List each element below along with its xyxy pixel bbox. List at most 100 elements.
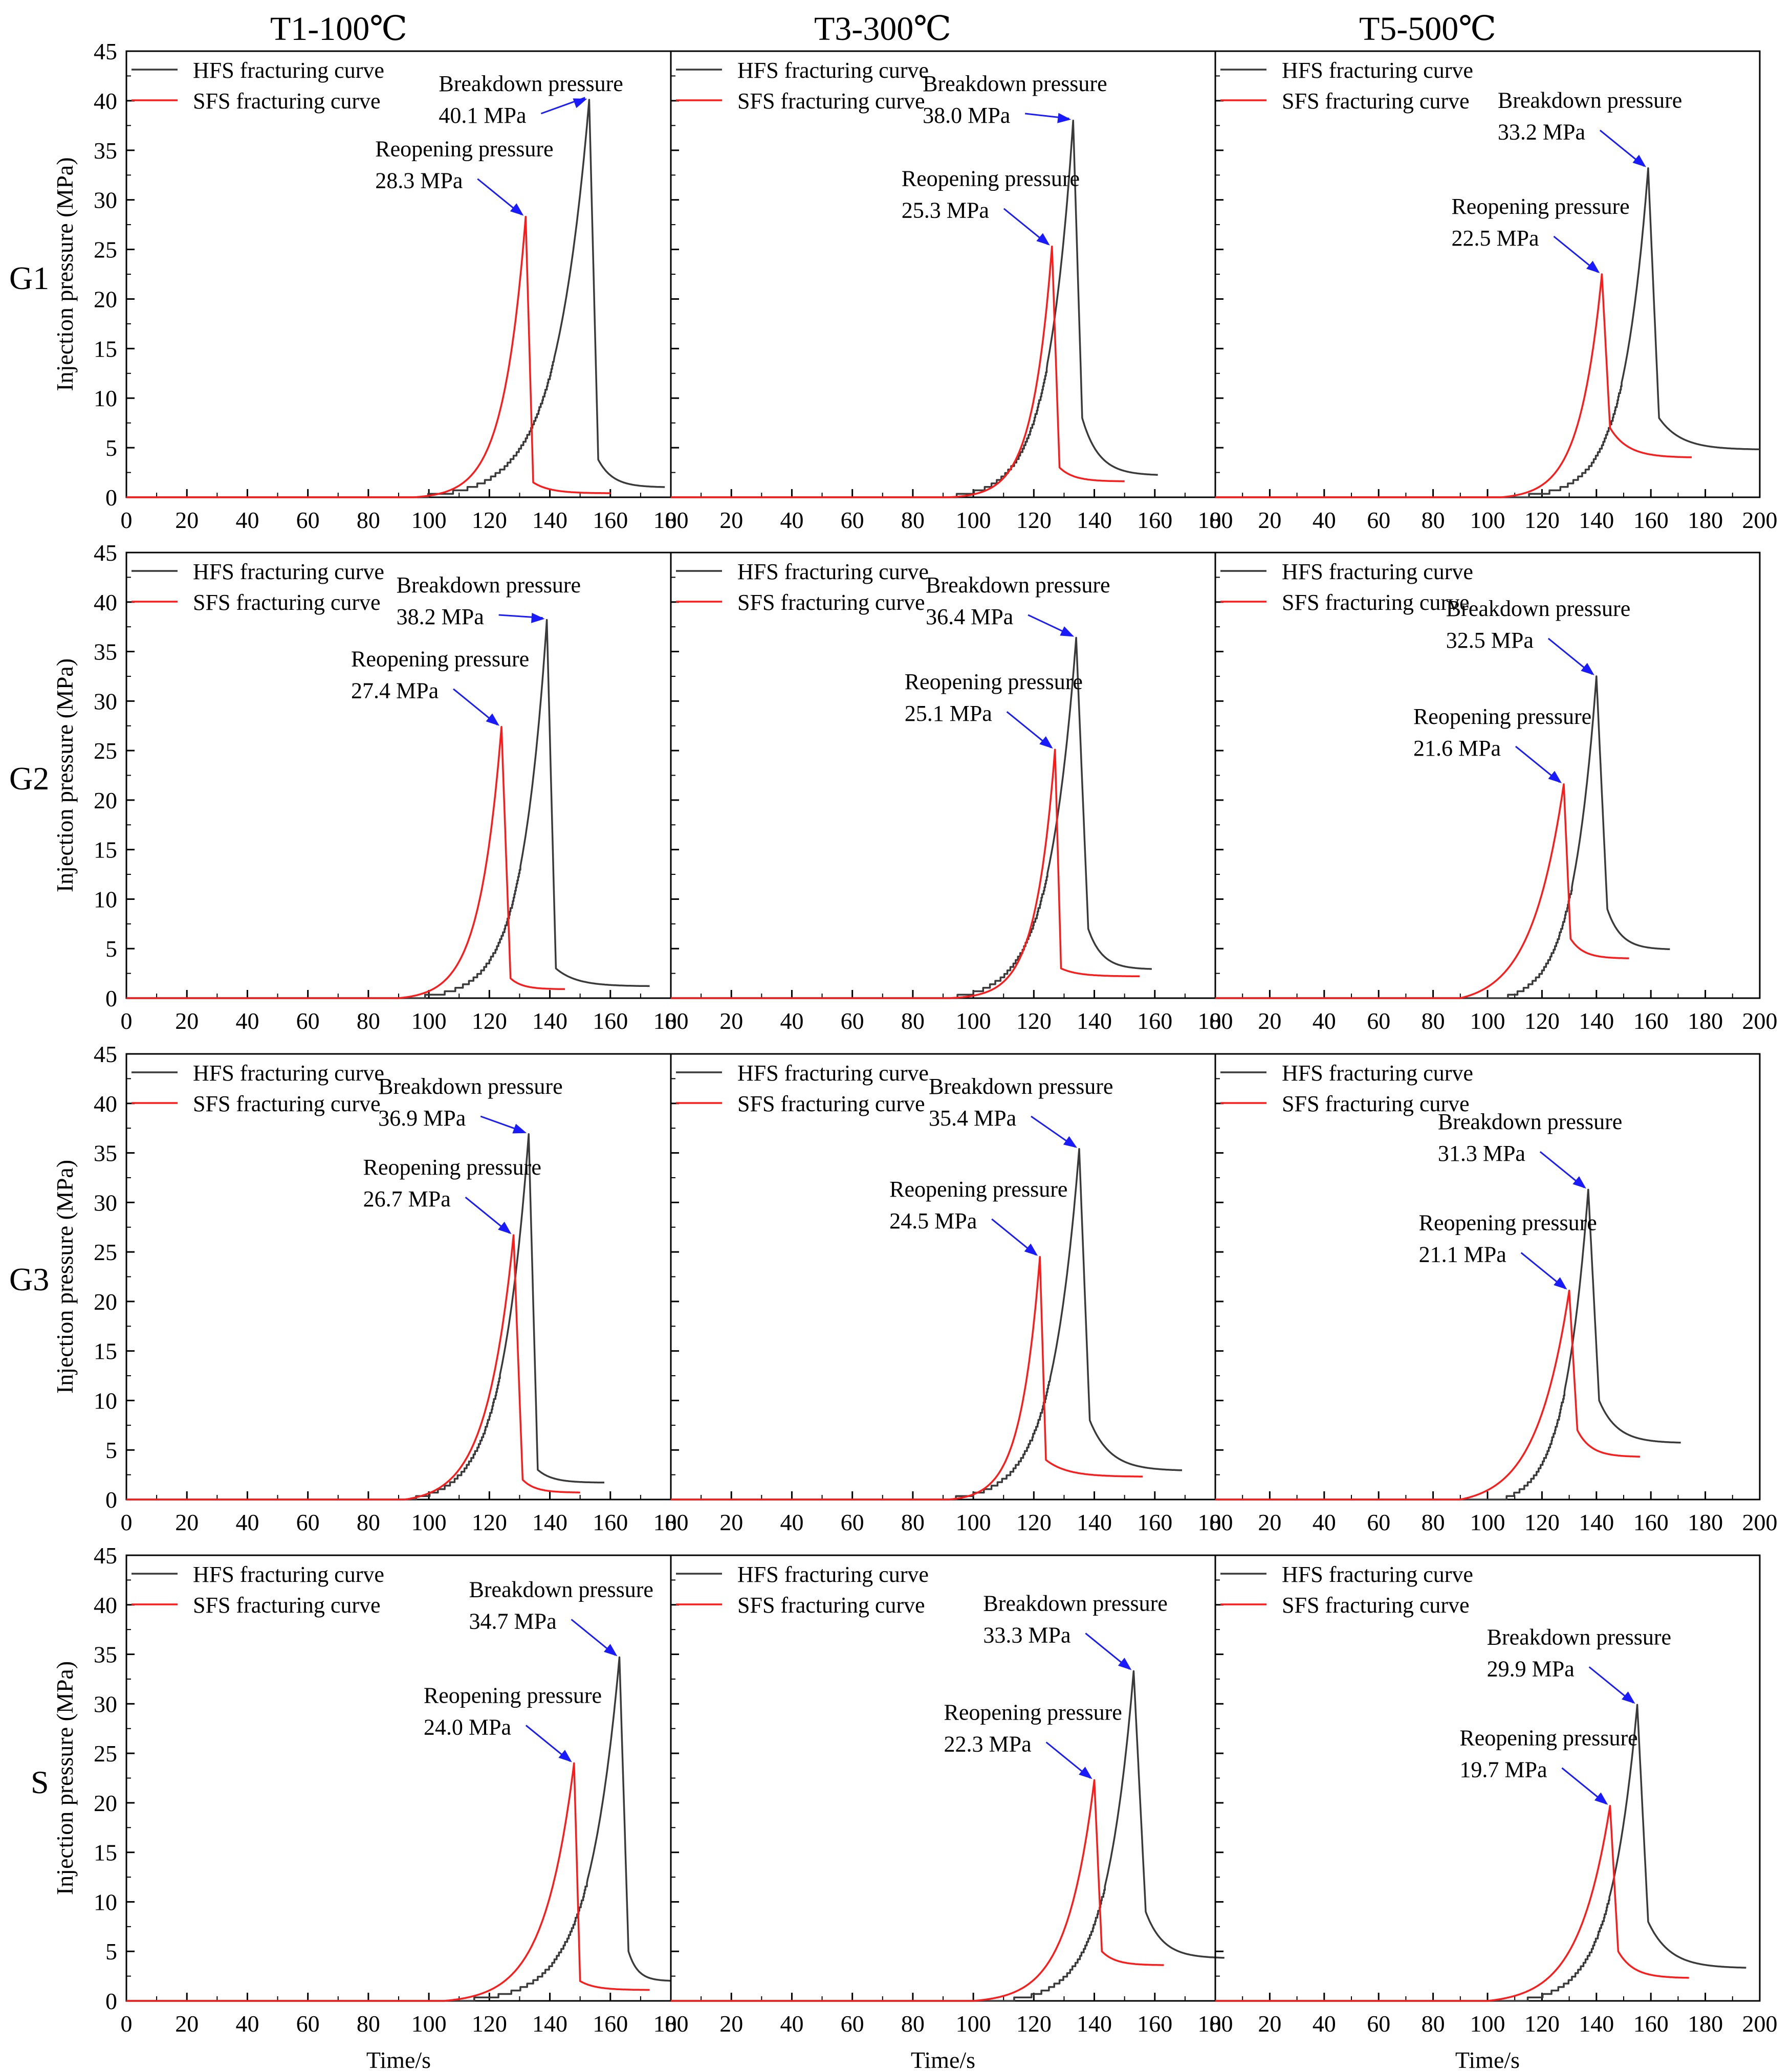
y-tick-label: 10	[94, 886, 117, 912]
legend-sfs-label: SFS fracturing curve	[1282, 1593, 1470, 1618]
x-tick-label: 20	[175, 1509, 199, 1535]
y-tick-label: 40	[94, 1592, 117, 1618]
x-tick-label: 140	[1579, 1509, 1614, 1535]
y-tick-label: 35	[94, 639, 117, 665]
y-tick-label: 25	[94, 237, 117, 263]
y-tick-label: 15	[94, 1338, 117, 1364]
legend-hfs-label: HFS fracturing curve	[1282, 58, 1473, 83]
x-tick-label: 160	[593, 1008, 628, 1034]
breakdown-arrowhead	[1632, 155, 1646, 167]
breakdown-arrowhead	[1572, 1176, 1586, 1189]
x-tick-label: 100	[1470, 507, 1505, 533]
x-tick-label: 180	[1688, 1008, 1723, 1034]
reopening-value: 26.7 MPa	[363, 1186, 451, 1211]
legend-sfs-label: SFS fracturing curve	[1282, 89, 1470, 114]
y-tick-label: 25	[94, 738, 117, 764]
legend-sfs-label: SFS fracturing curve	[737, 590, 925, 615]
sfs-curve	[126, 725, 565, 999]
x-tick-label: 60	[841, 507, 864, 533]
x-tick-label: 100	[411, 1509, 447, 1535]
reopening-arrowhead	[1586, 260, 1600, 273]
y-tick-label: 30	[94, 1189, 117, 1216]
x-tick-label: 20	[719, 1509, 743, 1535]
x-tick-label: 20	[1258, 1008, 1281, 1034]
y-tick-label: 40	[94, 88, 117, 114]
breakdown-arrowhead	[573, 98, 587, 108]
legend-hfs-label: HFS fracturing curve	[193, 559, 384, 584]
reopening-label: Reopening pressure	[1413, 704, 1591, 729]
y-tick-label: 10	[94, 1889, 117, 1915]
x-tick-label: 120	[1524, 507, 1560, 533]
panel-g1-1: 0 5 10 15 20 25 30 35 40 45 0 20 40 60 80 100 120 140 160 1…	[52, 38, 689, 533]
y-tick-label: 40	[94, 1091, 117, 1117]
x-tick-label: 180	[1688, 1509, 1723, 1535]
x-tick-label: 60	[296, 507, 320, 533]
x-tick-label: 180	[1198, 507, 1233, 533]
legend-hfs-label: HFS fracturing curve	[1282, 1061, 1473, 1086]
x-tick-label: 80	[1422, 2011, 1445, 2037]
reopening-label: Reopening pressure	[889, 1177, 1067, 1202]
x-tick-label: 160	[593, 507, 628, 533]
x-tick-label: 120	[472, 507, 507, 533]
legend-sfs-label: SFS fracturing curve	[1282, 590, 1470, 615]
x-tick-label: 40	[780, 2011, 803, 2037]
x-tick-label: 120	[1524, 1509, 1560, 1535]
sfs-curve	[1215, 1289, 1641, 1501]
reopening-arrowhead	[486, 713, 499, 726]
x-tick-label: 60	[296, 1509, 320, 1535]
row-label-3: G3	[9, 1261, 49, 1297]
reopening-value: 24.5 MPa	[889, 1208, 977, 1233]
legend-sfs-label: SFS fracturing curve	[1282, 1091, 1470, 1116]
x-tick-label: 100	[1470, 1509, 1505, 1535]
x-tick-label: 180	[653, 2011, 689, 2037]
x-tick-label: 180	[653, 1509, 689, 1535]
sfs-curve	[1215, 783, 1630, 999]
y-tick-label: 45	[94, 1041, 117, 1067]
breakdown-arrowhead	[1063, 1136, 1077, 1148]
x-tick-label: 80	[1422, 507, 1445, 533]
x-tick-label: 160	[1633, 1008, 1669, 1034]
y-tick-label: 15	[94, 837, 117, 863]
legend-hfs-label: HFS fracturing curve	[737, 1061, 929, 1086]
x-tick-label: 140	[1077, 2011, 1112, 2037]
breakdown-value: 35.4 MPa	[929, 1106, 1016, 1131]
breakdown-value: 40.1 MPa	[439, 103, 526, 128]
x-tick-label: 0	[1210, 1509, 1221, 1535]
reopening-arrowhead	[1079, 1767, 1092, 1779]
x-tick-label: 20	[719, 2011, 743, 2037]
breakdown-value: 34.7 MPa	[469, 1608, 557, 1634]
x-tick-label: 40	[1313, 2011, 1336, 2037]
sfs-curve	[670, 1256, 1143, 1501]
x-tick-label: 120	[1016, 1509, 1052, 1535]
x-tick-label: 160	[1137, 2011, 1172, 2037]
reopening-arrowhead	[1039, 736, 1053, 749]
y-tick-label: 45	[94, 540, 117, 566]
y-tick-label: 20	[94, 1790, 117, 1816]
sfs-curve	[670, 245, 1125, 498]
x-tick-label: 80	[357, 507, 380, 533]
x-tick-label: 0	[1210, 2011, 1221, 2037]
x-tick-label: 0	[121, 1509, 133, 1535]
y-tick-label: 0	[105, 1988, 117, 2014]
x-tick-label: 40	[780, 1509, 803, 1535]
breakdown-label: Breakdown pressure	[1446, 596, 1630, 621]
x-tick-label: 160	[1137, 507, 1172, 533]
x-tick-label: 40	[1313, 507, 1336, 533]
x-tick-label: 160	[593, 1509, 628, 1535]
y-tick-label: 20	[94, 286, 117, 312]
breakdown-label: Breakdown pressure	[923, 71, 1107, 96]
breakdown-arrowhead	[1060, 626, 1075, 637]
panel-g3-1: 0 5 10 15 20 25 30 35 40 45 0 20 40 60 80 100 120 140 160 1…	[52, 1041, 689, 1535]
breakdown-value: 38.0 MPa	[923, 103, 1010, 128]
x-tick-label: 120	[472, 1008, 507, 1034]
breakdown-value: 31.3 MPa	[1438, 1141, 1525, 1166]
legend-hfs-label: HFS fracturing curve	[193, 1562, 384, 1587]
reopening-arrowhead	[1554, 1277, 1567, 1290]
panel-g2-1: 0 5 10 15 20 25 30 35 40 45 0 20 40 60 80 100 120 140 160 1…	[52, 540, 689, 1034]
y-tick-label: 45	[94, 1542, 117, 1569]
x-tick-label: 140	[532, 1008, 567, 1034]
x-tick-label: 140	[532, 1509, 567, 1535]
x-tick-label: 60	[296, 2011, 320, 2037]
x-tick-label: 40	[780, 1008, 803, 1034]
y-tick-label: 5	[105, 1938, 117, 1965]
